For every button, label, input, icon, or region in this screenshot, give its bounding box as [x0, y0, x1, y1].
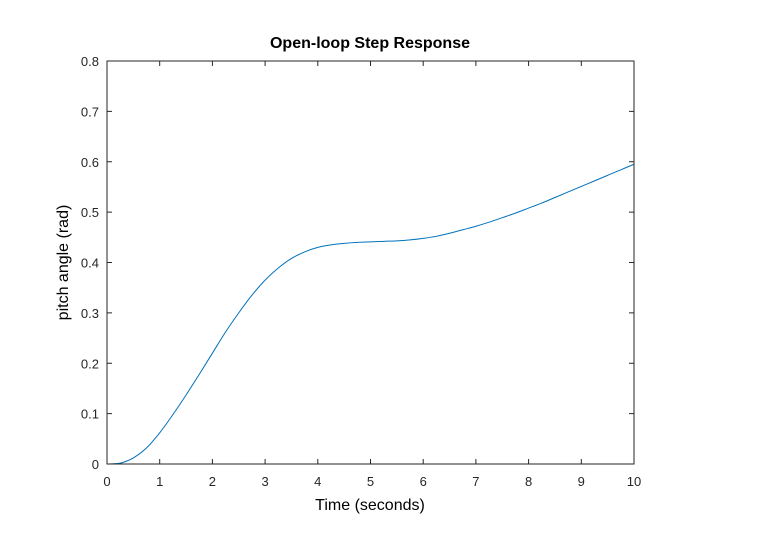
y-tick-label: 0.5: [81, 205, 99, 220]
y-tick-label: 0.1: [81, 407, 99, 422]
y-tick-label: 0: [92, 457, 99, 472]
x-tick-label: 1: [156, 474, 163, 489]
plot-area-frame: [106, 60, 635, 465]
x-tick-labels: 0 1 2 3 4 5 6 7 8 9 10: [103, 474, 641, 489]
x-tick-label: 3: [261, 474, 268, 489]
x-tick-label: 7: [472, 474, 479, 489]
plot-area-background: [107, 61, 634, 464]
chart-title: Open-loop Step Response: [270, 35, 470, 52]
y-tick-label: 0.3: [81, 306, 99, 321]
x-tick-label: 8: [525, 474, 532, 489]
y-tick-label: 0.8: [81, 54, 99, 69]
y-axis-label: pitch angle (rad): [55, 205, 72, 321]
y-tick-label: 0.2: [81, 356, 99, 371]
x-tick-label: 5: [367, 474, 374, 489]
x-tick-label: 4: [314, 474, 321, 489]
x-tick-label: 6: [420, 474, 427, 489]
series-line: [106, 163, 635, 465]
x-tick-label: 0: [103, 474, 110, 489]
y-tick-label: 0.6: [81, 155, 99, 170]
x-tick-label: 10: [627, 474, 641, 489]
y-tick-label: 0.7: [81, 104, 99, 119]
y-tick-labels: 0 0.1 0.2 0.3 0.4 0.5 0.6 0.7 0.8: [81, 54, 99, 472]
y-tick-label: 0.4: [81, 256, 99, 271]
x-tick-label: 9: [578, 474, 585, 489]
x-tick-label: 2: [209, 474, 216, 489]
x-axis-label: Time (seconds): [315, 497, 425, 514]
